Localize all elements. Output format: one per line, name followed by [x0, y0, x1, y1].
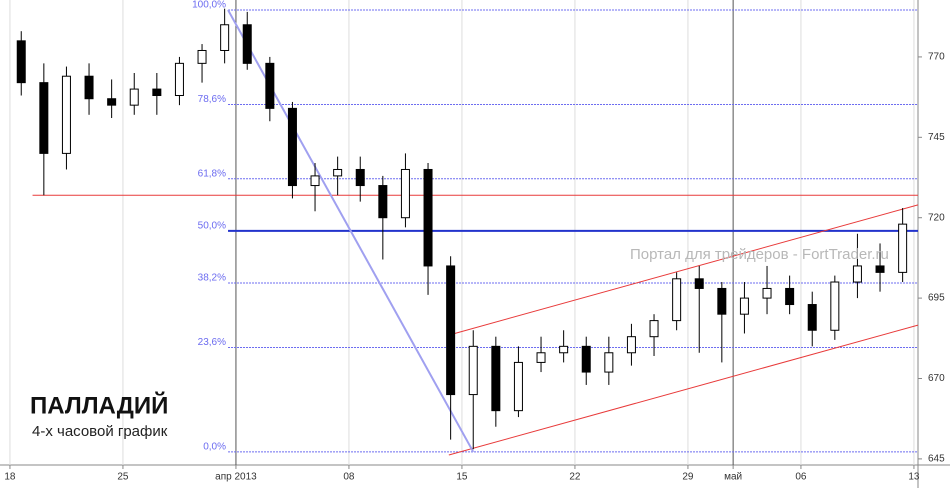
candle-body [220, 24, 230, 51]
candle-body [423, 168, 433, 267]
candle-body [717, 287, 727, 315]
candle-body [16, 40, 26, 84]
fib-label: 78,6% [198, 94, 226, 105]
candle-body [898, 223, 908, 273]
candle-body [491, 345, 501, 412]
x-tick-label: 06 [795, 472, 807, 483]
candle-body [513, 361, 523, 412]
candle-body [355, 168, 365, 187]
fib-label: 61,8% [198, 168, 226, 179]
y-tick-label: 770 [928, 52, 945, 63]
x-tick-label: май [724, 472, 742, 483]
candle-body [287, 107, 297, 187]
watermark: Портал для трейдеров - FortTrader.ru [630, 246, 889, 263]
candle-body [604, 352, 614, 373]
x-tick-label: 25 [117, 472, 129, 483]
candle-body [446, 265, 456, 396]
candle-body [197, 49, 207, 64]
fib-label: 38,2% [198, 273, 226, 284]
x-tick-label: 08 [343, 472, 355, 483]
candle-body [649, 320, 659, 338]
candle-body [129, 88, 139, 106]
candle-body [107, 98, 117, 106]
candle-body [852, 265, 862, 283]
candle-body [333, 168, 343, 177]
candle-body [694, 278, 704, 289]
y-tick-label: 670 [928, 373, 945, 384]
candle-body [559, 345, 569, 354]
x-tick-label: 13 [908, 472, 920, 483]
trend-line [448, 204, 919, 336]
candle-body [310, 175, 320, 187]
x-tick-label: 22 [569, 472, 581, 483]
candle-body [762, 287, 772, 299]
y-tick-label: 745 [928, 132, 945, 143]
candle-body [468, 345, 478, 396]
plot-area: 18 25 апр 2013 08 15 22 29 май 06 13 645 670 695 720 7… [4, 0, 945, 483]
fib-label: 100,0% [192, 0, 226, 11]
candle-body [152, 88, 162, 97]
candle-body [400, 168, 410, 219]
x-tick-label: 15 [456, 472, 468, 483]
candle-body [174, 62, 184, 97]
y-tick-label: 720 [928, 212, 945, 223]
candle-body [581, 345, 591, 373]
candle-body [739, 297, 749, 315]
fib-label: 23,6% [198, 337, 226, 348]
y-tick-label: 645 [928, 454, 945, 465]
y-tick-label: 695 [928, 293, 945, 304]
candle-body [672, 278, 682, 322]
candle-body [39, 82, 49, 154]
candle-body [242, 24, 252, 64]
candle-body [378, 185, 388, 219]
x-tick-label: апр 2013 [215, 472, 257, 483]
candle-body [536, 352, 546, 363]
x-tick-label: 18 [4, 472, 16, 483]
fib-label: 50,0% [198, 221, 226, 232]
fib-label: 0,0% [203, 441, 226, 452]
candle-body [84, 75, 94, 100]
chart-title: ПАЛЛАДИЙ [30, 391, 168, 419]
chart-subtitle: 4-х часовой график [32, 423, 168, 440]
candle-body [875, 265, 885, 273]
candle-body [785, 287, 795, 306]
candle-body [61, 75, 71, 154]
candle-body [807, 304, 817, 331]
trend-line [448, 324, 919, 456]
candle-body [626, 336, 636, 354]
candle-body [265, 62, 275, 109]
x-tick-label: 29 [682, 472, 694, 483]
candle-body [830, 281, 840, 331]
